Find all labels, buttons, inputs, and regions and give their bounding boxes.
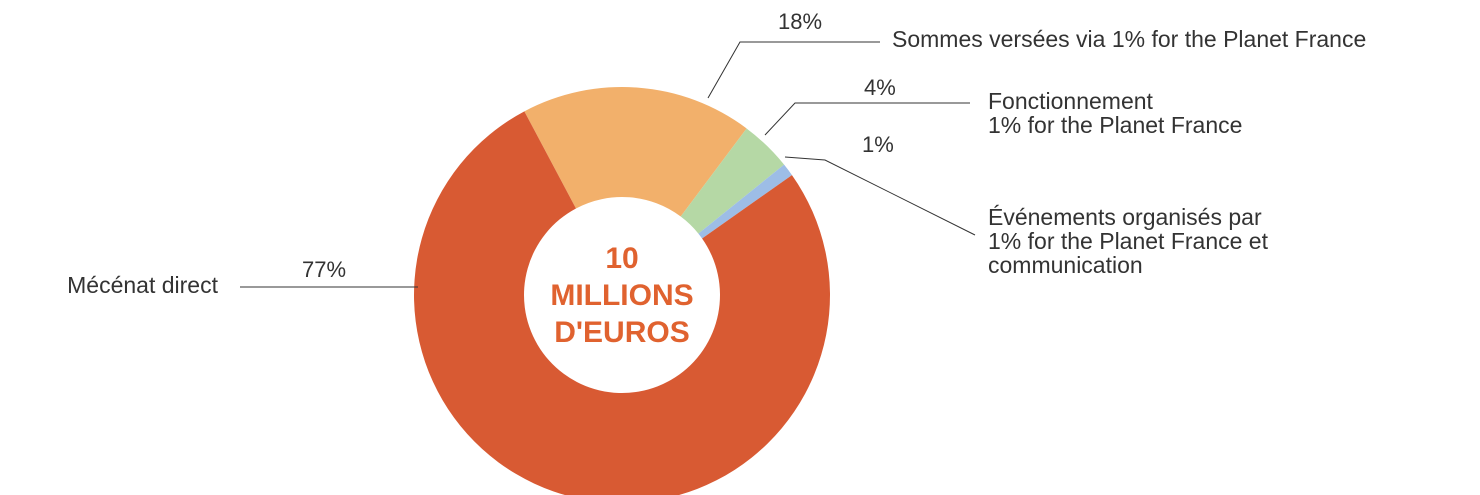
category-label: Événements organisés par 1% for the Plan… <box>988 204 1268 278</box>
donut-slice <box>698 164 792 239</box>
value-label: 77% <box>302 257 347 282</box>
value-label: 18% <box>778 9 823 34</box>
donut-slice <box>680 128 785 234</box>
center-label: 10 MILLIONS D'EUROS <box>550 242 694 349</box>
category-label: Fonctionnement 1% for the Planet France <box>988 88 1243 138</box>
leader-line <box>707 41 880 99</box>
leader-line <box>764 102 970 136</box>
donut-slice <box>524 86 747 217</box>
leader-line <box>784 156 976 236</box>
value-label: 4% <box>864 75 896 100</box>
category-label: Sommes versées via 1% for the Planet Fra… <box>892 26 1367 52</box>
donut-slice <box>414 111 830 495</box>
value-label: 1% <box>862 132 894 157</box>
category-label: Mécénat direct <box>67 272 218 298</box>
